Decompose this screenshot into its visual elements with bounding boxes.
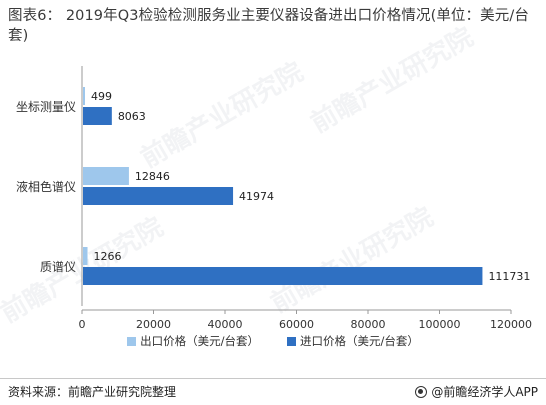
x-tick-label: 40000	[208, 318, 243, 330]
legend-item-import: 进口价格（美元/台套）	[287, 333, 419, 349]
data-label: 8063	[118, 110, 146, 123]
data-label: 12846	[135, 170, 170, 183]
data-label: 499	[91, 90, 112, 103]
x-tick-label: 100000	[419, 318, 461, 330]
bar-export	[83, 87, 85, 105]
category-label: 液相色谱仪	[16, 179, 76, 194]
legend-swatch-import	[287, 336, 296, 346]
brand-logo-icon	[415, 385, 428, 398]
x-tick-label: 60000	[279, 318, 314, 330]
x-tick-label: 120000	[490, 318, 532, 330]
data-label: 1266	[94, 250, 122, 263]
data-label: 41974	[239, 190, 274, 203]
bar-export	[83, 247, 88, 265]
brand: @前瞻经济学人APP	[415, 383, 538, 400]
legend-label-export: 出口价格（美元/台套）	[140, 334, 259, 348]
data-label: 111731	[488, 270, 530, 283]
x-tick-label: 20000	[136, 318, 171, 330]
bar-export	[83, 167, 129, 185]
x-tick-label: 0	[79, 318, 86, 330]
bar-import	[83, 187, 234, 205]
chart-title: 图表6： 2019年Q3检验检测服务业主要仪器设备进出口价格情况(单位：美元/台…	[8, 8, 529, 44]
legend-swatch-export	[127, 336, 137, 346]
category-label: 坐标测量仪	[16, 100, 76, 114]
chart-legend: 出口价格（美元/台套） 进口价格（美元/台套）	[0, 333, 546, 349]
bar-import	[83, 107, 112, 125]
legend-item-export: 出口价格（美元/台套）	[127, 333, 259, 349]
bar-import	[83, 267, 483, 285]
footer: 资料来源：前瞻产业研究院整理 @前瞻经济学人APP	[0, 378, 546, 405]
legend-label-import: 进口价格（美元/台套）	[300, 334, 419, 348]
brand-text: @前瞻经济学人APP	[431, 385, 538, 399]
x-tick-label: 80000	[351, 318, 386, 330]
category-label: 质谱仪	[40, 260, 76, 274]
bar-chart: 0 20000 40000 60000 80000 100000 120000 坐标测量仪 49…	[16, 66, 532, 330]
source-text: 资料来源：前瞻产业研究院整理	[8, 385, 177, 399]
